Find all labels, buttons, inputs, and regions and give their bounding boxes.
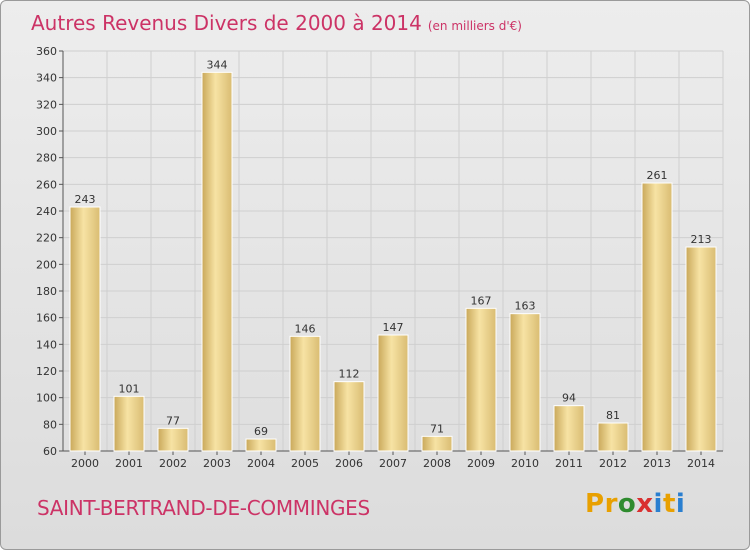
logo-letter: x <box>636 489 654 519</box>
x-tick-label: 2005 <box>291 457 319 470</box>
bar-2014 <box>685 246 717 452</box>
value-label: 77 <box>166 414 180 427</box>
bar-2010 <box>509 313 541 452</box>
chart-title: Autres Revenus Divers de 2000 à 2014 (en … <box>31 11 522 35</box>
y-tick-label: 260 <box>36 178 57 191</box>
x-tick-label: 2001 <box>115 457 143 470</box>
bar-2002 <box>157 427 189 452</box>
x-tick-label: 2002 <box>159 457 187 470</box>
y-tick-label: 280 <box>36 152 57 165</box>
bar-2012 <box>597 422 629 452</box>
bar-2005 <box>289 335 321 452</box>
value-label: 101 <box>119 382 140 395</box>
x-tick-label: 2008 <box>423 457 451 470</box>
value-label: 344 <box>207 58 228 71</box>
bar-2003 <box>201 71 233 452</box>
labels: 60 80 100 120 140 160 180 200 220 240 260 280 300 320… <box>36 45 715 470</box>
value-label: 147 <box>383 321 404 334</box>
y-tick-label: 320 <box>36 98 57 111</box>
x-tick-label: 2010 <box>511 457 539 470</box>
chart-title-unit: (en milliers d'€) <box>427 19 522 33</box>
value-label: 94 <box>562 392 576 405</box>
x-tick-label: 2012 <box>599 457 627 470</box>
value-label: 81 <box>606 409 620 422</box>
x-tick-label: 2013 <box>643 457 671 470</box>
bar-2008 <box>421 435 453 452</box>
x-tick-label: 2011 <box>555 457 583 470</box>
chart-title-main: Autres Revenus Divers de 2000 à 2014 <box>31 11 422 35</box>
y-tick-label: 100 <box>36 392 57 405</box>
logo-letter: t <box>662 489 676 519</box>
value-label: 213 <box>691 233 712 246</box>
x-tick-label: 2007 <box>379 457 407 470</box>
commune-name: SAINT-BERTRAND-DE-COMMINGES <box>37 496 370 520</box>
y-tick-label: 120 <box>36 365 57 378</box>
value-label: 112 <box>339 368 360 381</box>
x-tick-label: 2000 <box>71 457 99 470</box>
y-tick-label: 160 <box>36 312 57 325</box>
y-tick-label: 80 <box>43 418 57 431</box>
value-label: 163 <box>515 300 536 313</box>
bar-2000 <box>69 206 101 452</box>
proxiti-logo: Proxiti <box>585 489 685 519</box>
bars <box>69 71 717 452</box>
y-tick-label: 200 <box>36 258 57 271</box>
value-label: 146 <box>295 322 316 335</box>
logo-letter: i <box>653 489 663 519</box>
x-tick-label: 2014 <box>687 457 715 470</box>
x-tick-label: 2003 <box>203 457 231 470</box>
logo-letter: i <box>675 489 686 519</box>
bar-2007 <box>377 334 409 452</box>
y-tick-label: 240 <box>36 205 57 218</box>
logo-letter: r <box>604 489 618 519</box>
value-label: 167 <box>471 294 492 307</box>
value-label: 69 <box>254 425 268 438</box>
bar-2009 <box>465 307 497 452</box>
bar-2011 <box>553 405 585 452</box>
logo-letter: P <box>585 489 605 519</box>
bar-2006 <box>333 381 365 452</box>
bar-2004 <box>245 438 277 452</box>
y-tick-label: 180 <box>36 285 57 298</box>
y-tick-label: 60 <box>43 445 57 458</box>
x-tick-label: 2004 <box>247 457 275 470</box>
logo-letter: o <box>617 489 637 519</box>
y-tick-label: 220 <box>36 232 57 245</box>
bar-2001 <box>113 395 145 452</box>
value-label: 71 <box>430 422 444 435</box>
bar-2013 <box>641 182 673 452</box>
value-label: 261 <box>647 169 668 182</box>
y-tick-label: 340 <box>36 72 57 85</box>
y-tick-label: 300 <box>36 125 57 138</box>
y-tick-label: 140 <box>36 338 57 351</box>
value-label: 243 <box>75 193 96 206</box>
x-tick-label: 2009 <box>467 457 495 470</box>
y-tick-label: 360 <box>36 45 57 58</box>
x-tick-label: 2006 <box>335 457 363 470</box>
